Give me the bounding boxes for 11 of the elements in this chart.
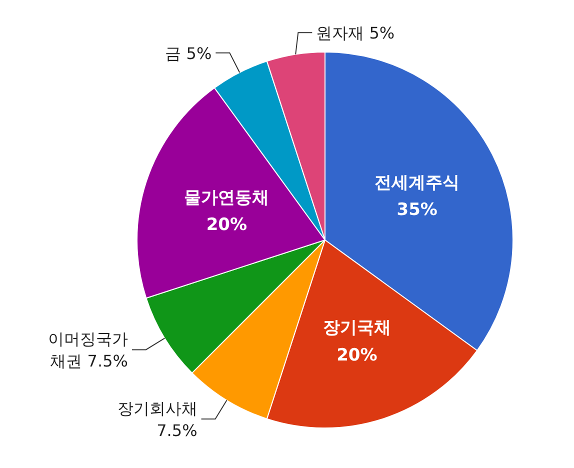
data-label: 20%: [206, 215, 248, 236]
slice-label: 금 5%: [165, 44, 212, 63]
data-label: 35%: [396, 200, 438, 220]
slice-label: 전세계주식: [374, 172, 460, 193]
data-label: 20%: [336, 345, 378, 366]
slice-label: 물가연동채: [184, 188, 270, 208]
slice-label: 원자재 5%: [316, 24, 395, 43]
data-label: 7.5%: [156, 421, 198, 440]
slice-label: 장기회사채: [117, 399, 198, 418]
slice-label: 장기국채: [322, 318, 391, 338]
slice-label: 이머징국가 채권 7.5%: [48, 330, 128, 371]
